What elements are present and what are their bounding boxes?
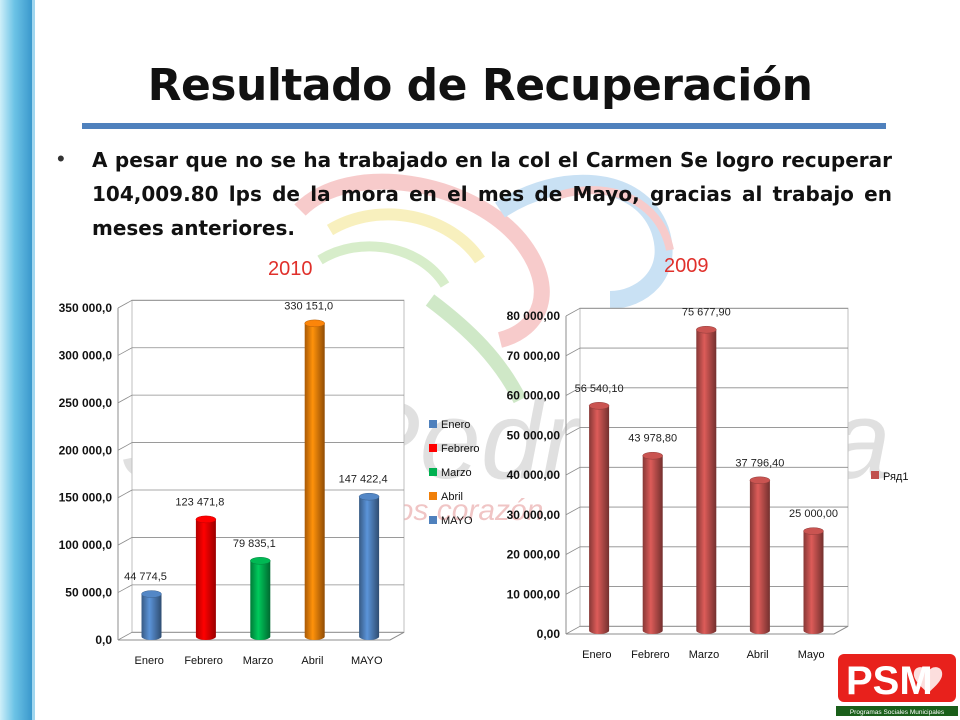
c2010-legend-label: Enero [441, 419, 470, 431]
c2010-bar-cap [250, 557, 271, 565]
c2009-gridline [565, 387, 848, 396]
c2009-x-tick-label: Marzo [689, 649, 720, 661]
psm-logo: PSM Programas Sociales Municipales [836, 654, 958, 716]
c2010-data-label: 79 835,1 [233, 538, 276, 550]
c2009-bar [803, 531, 824, 635]
c2010-legend-swatch [429, 420, 437, 428]
c2009-data-label: 25 000,00 [789, 508, 838, 520]
c2010-legend-swatch [429, 444, 437, 452]
c2009-y-tick-label: 60 000,00 [507, 389, 561, 403]
c2010-bar [359, 496, 380, 641]
c2010-bar-cap [195, 515, 217, 524]
c2010-x-tick-label: Enero [135, 655, 164, 667]
c2010-legend-swatch [429, 516, 437, 524]
c2009-bar [589, 405, 610, 635]
c2009-bar [642, 455, 663, 635]
c2009-y-tick-label: 30 000,00 [507, 508, 561, 522]
c2010-bar [195, 519, 216, 641]
c2009-gridline [565, 307, 848, 317]
c2009-y-tick-label: 70 000,00 [507, 349, 561, 363]
c2009-legend-label: Ряд1 [883, 471, 908, 483]
c2009-y-tick-label: 50 000,00 [507, 428, 561, 442]
slide-left-accent-edge [32, 0, 35, 720]
c2009-y-tick-label: 10 000,00 [507, 587, 561, 601]
c2010-y-tick-label: 350 000,0 [59, 301, 113, 315]
c2010-gridline [117, 299, 404, 309]
c2010-bar [250, 560, 271, 641]
c2010-data-label: 44 774,5 [124, 571, 167, 583]
c2010-legend-swatch [429, 492, 437, 500]
c2009-data-label: 75 677,90 [682, 307, 731, 319]
c2010-y-tick-label: 0,0 [95, 633, 112, 647]
c2010-y-tick-label: 300 000,0 [59, 348, 113, 362]
c2009-x-tick-label: Mayo [798, 649, 825, 661]
c2010-legend-label: Abril [441, 491, 463, 503]
chart-2010-title: 2010 [268, 258, 313, 280]
c2009-x-tick-label: Abril [747, 649, 769, 661]
c2009-y-tick-label: 0,00 [537, 627, 561, 641]
c2010-bar-cap [304, 319, 325, 328]
c2010-legend-swatch [429, 468, 437, 476]
title-underline [82, 123, 886, 129]
c2009-x-tick-label: Enero [582, 649, 611, 661]
c2010-y-tick-label: 200 000,0 [59, 443, 113, 457]
c2010-x-tick-label: Febrero [184, 655, 223, 667]
c2010-bar [141, 594, 162, 641]
c2009-legend-swatch [871, 471, 879, 479]
c2009-bar [696, 329, 717, 635]
slide-title: Resultado de Recuperación [147, 60, 813, 111]
watermark-swirl-art [294, 173, 674, 404]
c2010-y-tick-label: 50 000,0 [65, 586, 112, 600]
bullet-icon: • [57, 146, 65, 171]
c2010-y-tick-label: 150 000,0 [59, 491, 113, 505]
c2009-data-label: 56 540,10 [575, 383, 624, 395]
c2010-bar-cap [141, 590, 162, 598]
c2010-data-label: 123 471,8 [175, 496, 224, 508]
heart-flag-icon [913, 667, 943, 694]
c2010-bar-cap [358, 492, 380, 501]
c2010-bar [304, 323, 325, 641]
c2010-legend-label: MAYO [441, 515, 473, 527]
c2010-y-tick-label: 100 000,0 [59, 538, 113, 552]
c2009-y-tick-label: 40 000,00 [507, 468, 561, 482]
c2009-gridline [565, 347, 848, 357]
c2009-x-tick-label: Febrero [631, 649, 670, 661]
c2009-bar-cap [642, 451, 663, 460]
c2010-y-tick-label: 250 000,0 [59, 396, 113, 410]
c2009-y-tick-label: 80 000,00 [507, 309, 561, 323]
chart-2009-title: 2009 [664, 255, 709, 277]
c2010-x-tick-label: Abril [301, 655, 323, 667]
c2010-legend-label: Marzo [441, 467, 472, 479]
c2009-bar-cap [803, 527, 824, 535]
c2009-bar-cap [696, 325, 717, 334]
c2009-bar-cap [749, 476, 771, 485]
c2009-data-label: 43 978,80 [628, 433, 677, 445]
c2010-legend-label: Febrero [441, 443, 480, 455]
c2009-bar-cap [588, 402, 610, 410]
slide-left-accent-bar [0, 0, 32, 720]
c2010-data-label: 330 151,0 [284, 300, 333, 312]
logo-caption-band [836, 706, 958, 716]
bullet-text: A pesar que no se ha trabajado en la col… [92, 148, 892, 240]
c2010-x-tick-label: MAYO [351, 655, 383, 667]
c2009-bar [749, 480, 770, 635]
c2010-floor-edge [118, 631, 405, 641]
c2009-gridline [565, 427, 848, 436]
c2009-y-tick-label: 20 000,00 [507, 548, 561, 562]
c2009-gridline [565, 466, 848, 476]
logo-caption: Programas Sociales Municipales [850, 709, 945, 716]
c2010-x-tick-label: Marzo [243, 655, 274, 667]
c2010-data-label: 147 422,4 [339, 474, 388, 486]
c2009-floor-edge [566, 625, 849, 635]
c2009-data-label: 37 796,40 [735, 457, 784, 469]
